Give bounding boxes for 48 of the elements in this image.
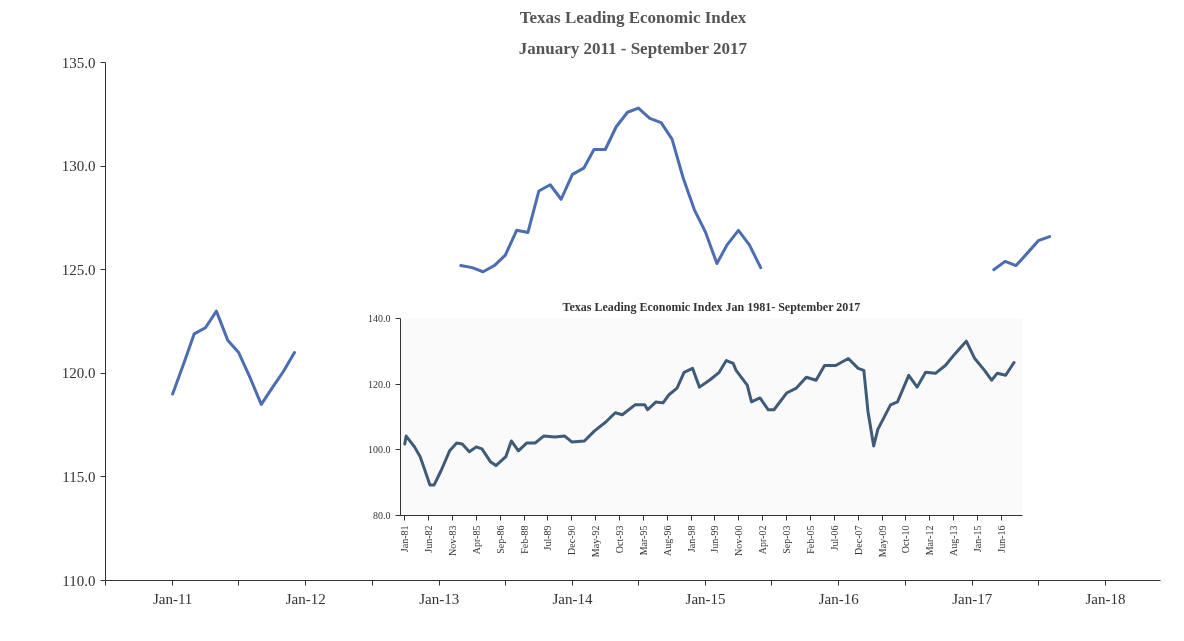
x-tick-label: Jan-81 — [399, 525, 411, 553]
x-tick-label: Sep-86 — [494, 525, 506, 554]
x-tick-label: Nov-00 — [733, 525, 745, 557]
x-tick-label: Jan-98 — [685, 525, 697, 553]
x-tick-label: Jun-99 — [709, 525, 721, 553]
y-tick-label: 125.0 — [61, 261, 96, 278]
y-tick-label: 120.0 — [61, 365, 96, 382]
chart-title: Texas Leading Economic Index Jan 1981- September 2017 — [562, 299, 861, 314]
x-tick-label: Jan-18 — [1085, 590, 1126, 607]
x-tick-label: Jan-12 — [285, 590, 326, 607]
chart-title: Texas Leading Economic Index — [519, 7, 747, 27]
x-tick-label: Sep-03 — [781, 525, 793, 554]
x-tick-label: May-09 — [876, 525, 888, 558]
x-tick-label: Mar-95 — [637, 525, 649, 556]
x-tick-label: Nov-83 — [446, 525, 458, 557]
x-tick-label: Jun-82 — [423, 525, 435, 553]
x-tick-label: Jan-14 — [552, 590, 593, 607]
x-tick-label: Jan-15 — [685, 590, 726, 607]
x-tick-label: Apr-85 — [470, 525, 482, 555]
y-tick-label: 130.0 — [61, 158, 96, 175]
x-tick-label: Jul-06 — [828, 525, 840, 551]
line-series — [403, 339, 1016, 487]
x-tick-label: Aug-13 — [948, 525, 960, 557]
y-tick-label: 120.0 — [368, 378, 391, 390]
y-tick-label: 115.0 — [62, 468, 96, 485]
x-tick-label: Jun-16 — [995, 525, 1007, 553]
x-tick-label: Jan-17 — [952, 590, 993, 607]
y-tick-label: 80.0 — [373, 510, 391, 521]
x-tick-label: Feb-05 — [805, 525, 817, 554]
x-tick-label: Jan-15 — [972, 525, 984, 553]
x-tick-label: Jul-89 — [542, 525, 554, 551]
y-tick-label: 140.0 — [368, 313, 391, 324]
x-tick-label: Dec-90 — [566, 525, 578, 555]
chart-subtitle: January 2011 - September 2017 — [518, 38, 748, 58]
x-tick-label: Oct-93 — [614, 525, 626, 554]
x-tick-label: Jan-11 — [152, 590, 193, 607]
x-tick-label: Jan-13 — [419, 590, 460, 607]
y-tick-label: 135.0 — [61, 54, 96, 71]
x-tick-label: Mar-12 — [924, 525, 936, 556]
y-tick-label: 100.0 — [368, 444, 391, 456]
y-tick-label: 110.0 — [62, 572, 96, 589]
x-tick-label: May-92 — [590, 525, 602, 558]
x-tick-label: Aug-96 — [661, 525, 673, 557]
x-tick-label: Dec-07 — [852, 525, 864, 555]
x-tick-label: Apr-02 — [757, 525, 769, 555]
x-tick-label: Jan-16 — [818, 590, 860, 607]
x-tick-label: Feb-88 — [518, 525, 530, 554]
x-tick-label: Oct-10 — [900, 525, 912, 554]
